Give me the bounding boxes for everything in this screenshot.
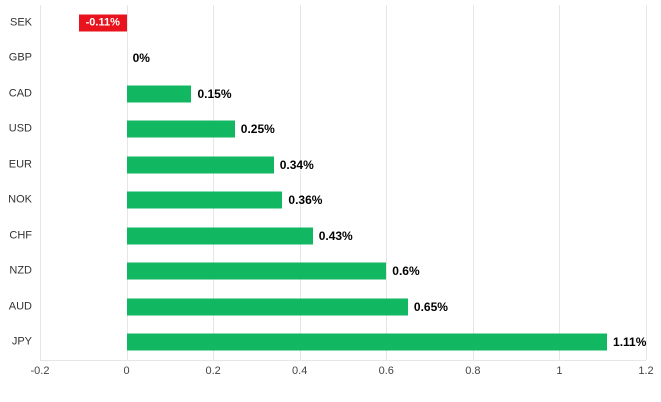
bar-sek: -0.11% xyxy=(78,14,127,32)
bar-usd xyxy=(126,120,235,138)
y-axis-label-gbp: GBP xyxy=(8,51,32,64)
x-axis-tick-label: 1 xyxy=(556,365,563,377)
x-axis-tick-label: 1.2 xyxy=(638,365,654,377)
bar-value-label-aud: 0.65% xyxy=(413,299,448,314)
bar-value-label-usd: 0.25% xyxy=(240,122,275,137)
bar-value-label-jpy: 1.11% xyxy=(613,335,647,350)
bar-aud xyxy=(126,298,408,316)
x-axis-tick-label: 0 xyxy=(123,365,130,377)
bar-cad xyxy=(126,85,192,103)
y-axis-label-usd: USD xyxy=(8,122,32,135)
bar-eur xyxy=(126,156,274,174)
gridline xyxy=(213,5,215,360)
bar-value-label-nzd: 0.6% xyxy=(392,264,420,279)
y-axis-label-chf: CHF xyxy=(9,229,32,242)
x-axis-tick-label: -0.2 xyxy=(30,365,50,377)
y-axis-label-eur: EUR xyxy=(8,158,32,171)
gridline xyxy=(646,5,647,360)
x-axis-tick-label: 0.8 xyxy=(465,365,481,377)
plot-area: -0.11% 0% 0.15% 0.25% 0.34% 0.36% 0.43% 0.6% 0.6… xyxy=(40,5,647,361)
y-axis-label-cad: CAD xyxy=(8,87,32,100)
x-axis-tick-label: 0.6 xyxy=(378,365,394,377)
gridline xyxy=(126,5,128,360)
bar-jpy xyxy=(126,333,608,351)
bar-value-label-cad: 0.15% xyxy=(197,86,232,101)
y-axis-label-nzd: NZD xyxy=(9,264,32,277)
x-axis-tick-label: 0.4 xyxy=(292,365,308,377)
gridline xyxy=(299,5,301,360)
bar-value-label-sek: -0.11% xyxy=(85,16,120,29)
bar-chf xyxy=(126,227,313,245)
x-axis-tick-label: 0.2 xyxy=(205,365,221,377)
gridline xyxy=(559,5,561,360)
bar-value-label-chf: 0.43% xyxy=(318,228,353,243)
y-axis-label-nok: NOK xyxy=(8,193,32,206)
gridline xyxy=(386,5,388,360)
y-axis-label-jpy: JPY xyxy=(11,335,32,348)
gridline xyxy=(40,5,41,360)
gridline xyxy=(472,5,474,360)
bar-value-label-eur: 0.34% xyxy=(279,157,314,172)
bar-nzd xyxy=(126,262,387,280)
y-axis-label-aud: AUD xyxy=(8,300,32,313)
bar-nok xyxy=(126,191,283,209)
bar-value-label-gbp: 0% xyxy=(132,51,150,66)
bar-value-label-nok: 0.36% xyxy=(288,193,323,208)
y-axis-label-sek: SEK xyxy=(9,16,32,29)
